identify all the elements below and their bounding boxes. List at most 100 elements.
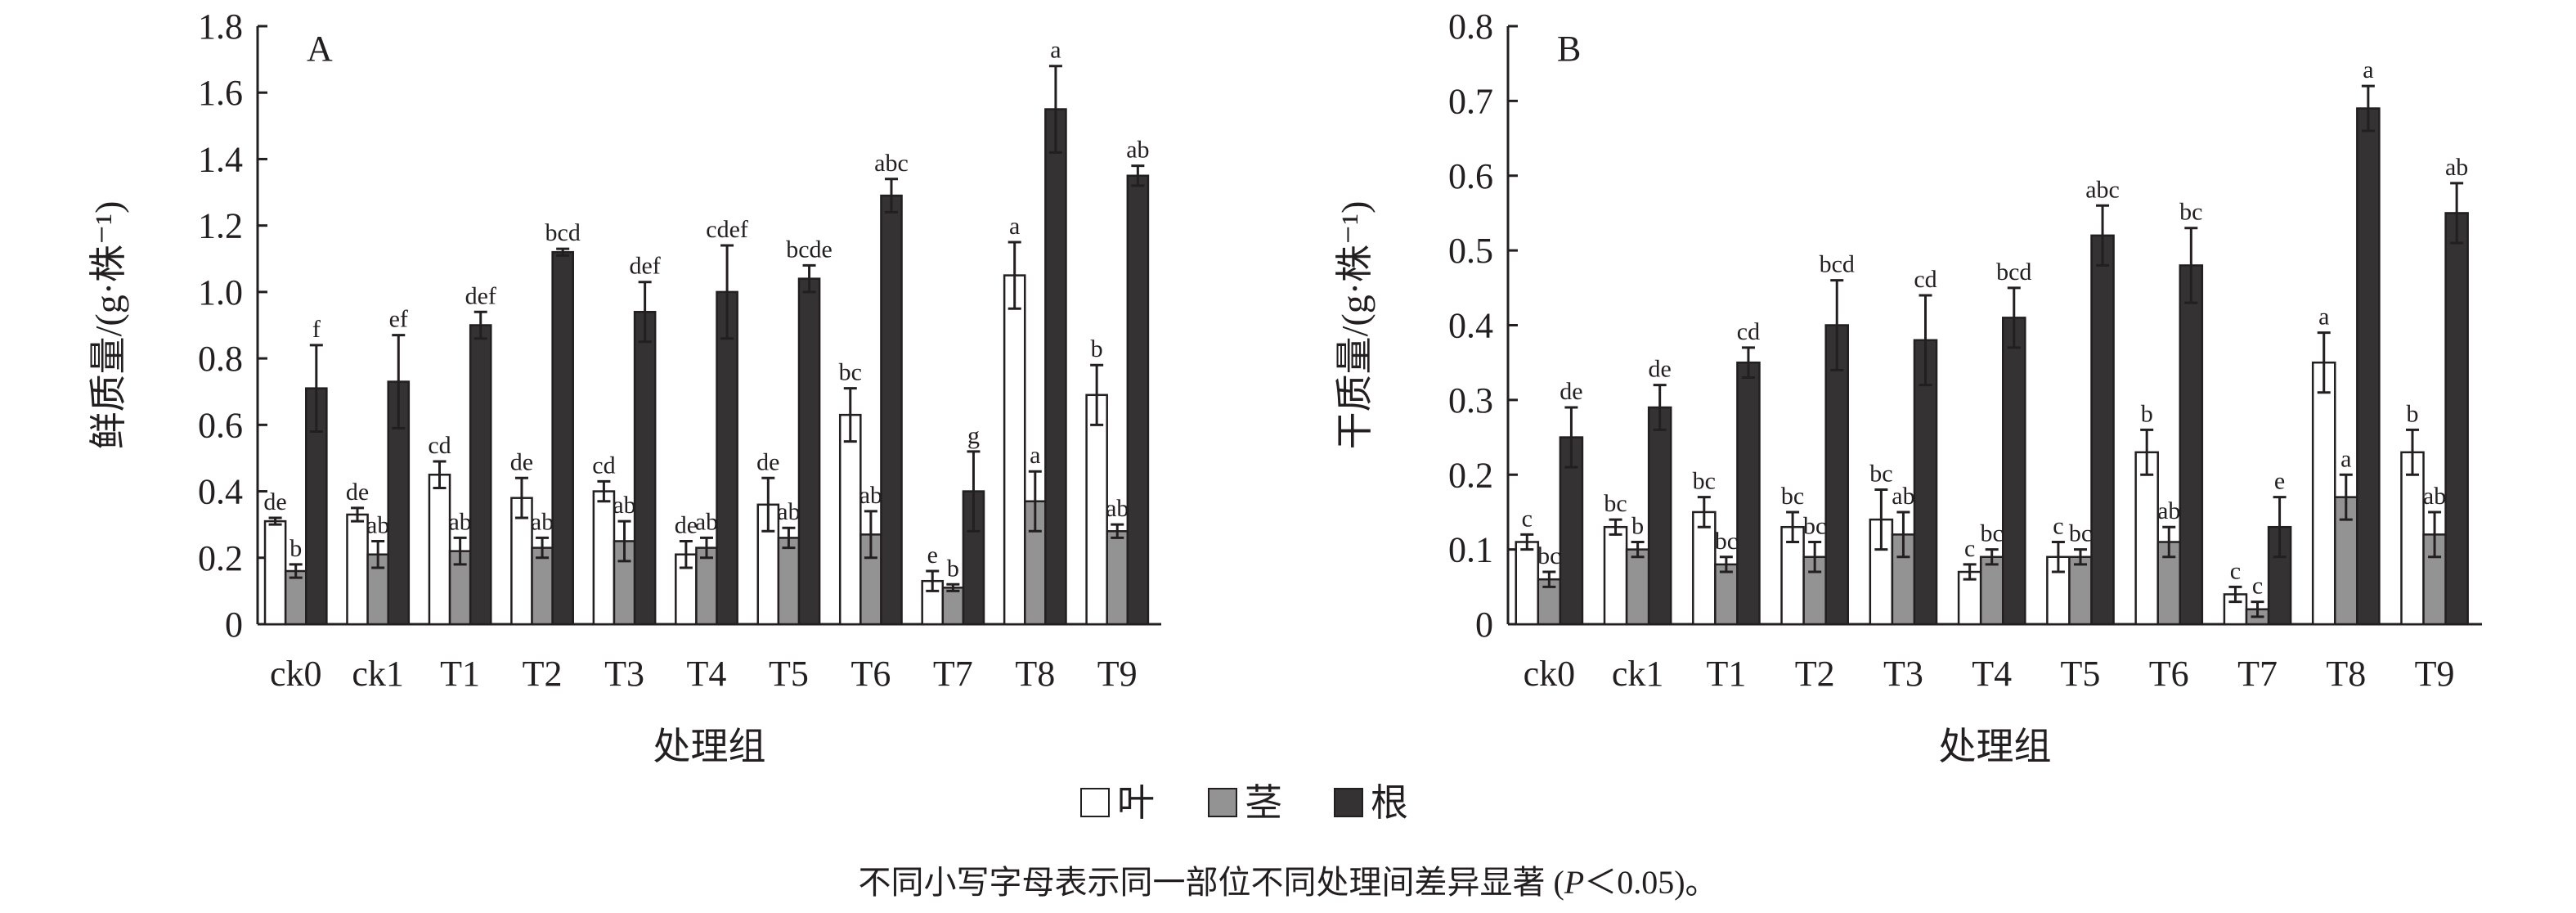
y-tick-label: 0.5 [1448, 231, 1493, 271]
bar-叶 [1692, 510, 1717, 626]
bar-茎 [284, 569, 307, 626]
significance-letter: bc [1715, 528, 1738, 555]
y-tick-label: 0 [1475, 605, 1493, 645]
bar-叶 [428, 474, 451, 626]
significance-letter: b [2407, 400, 2419, 427]
significance-letter: b [2141, 400, 2153, 427]
y-tick-label: 0.1 [1448, 530, 1493, 570]
significance-letter: ab [2423, 483, 2446, 510]
x-tick-label: T1 [1706, 654, 1746, 694]
significance-letter: ab [613, 492, 635, 519]
significance-letter: f [312, 316, 321, 343]
bar-根 [2444, 212, 2469, 626]
significance-letter: ab [859, 482, 882, 509]
x-tick-label: T2 [1795, 654, 1835, 694]
panel-label: A [307, 29, 333, 69]
y-tick-label: 0.4 [198, 472, 243, 512]
chart-b-dry-weight: 0 0.1 0.2 0.3 0.4 0.5 0.6 0.7 0.8 B 干质量/(g·株⁻¹) 处理组… [1334, 7, 2482, 767]
legend-swatch-leaf [1080, 788, 1110, 817]
x-tick-label: T4 [1972, 654, 2012, 694]
significance-letter: c [2053, 512, 2063, 539]
significance-letter: bc [2179, 199, 2202, 226]
x-tick-label: T2 [523, 654, 563, 694]
legend: 叶 茎 根 [1080, 782, 1408, 824]
x-tick-label: T3 [604, 654, 644, 694]
bar-根 [1647, 406, 1672, 626]
y-axis-title: 鲜质量/(g·株⁻¹) [88, 201, 129, 450]
x-tick-label: T4 [687, 654, 727, 694]
significance-letter: ab [1892, 483, 1914, 510]
significance-letter: bc [1693, 468, 1716, 495]
bar-叶 [263, 519, 287, 626]
y-tick-label: 0.6 [1448, 156, 1493, 196]
significance-letter: bc [1537, 542, 1560, 569]
significance-letter: bc [1604, 490, 1627, 517]
bar-叶 [838, 413, 862, 626]
y-tick-label: 1.8 [198, 7, 243, 47]
x-tick-label: T7 [2237, 654, 2278, 694]
x-tick-label: T3 [1883, 654, 1923, 694]
legend-label-leaf: 叶 [1117, 782, 1155, 824]
bar-茎 [941, 587, 965, 626]
chart-a-fresh-weight: 0 0.2 0.4 0.6 0.8 1.0 1.2 1.4 1.6 1.8 A 鲜质量/(g·株⁻¹)… [88, 7, 1161, 767]
y-tick-label: 0.8 [198, 339, 243, 379]
bar-根 [633, 311, 657, 626]
bar-根 [2090, 234, 2115, 626]
y-tick-label: 0.4 [1448, 306, 1493, 346]
bar-叶 [592, 490, 616, 626]
bar-茎 [777, 537, 801, 626]
significance-letter: def [629, 253, 660, 280]
legend-swatch-stem [1208, 788, 1237, 817]
x-tick-label: T5 [2061, 654, 2101, 694]
bar-叶 [1003, 274, 1026, 626]
significance-letter: bc [2069, 520, 2092, 547]
significance-letter: ab [777, 498, 800, 525]
significance-letter: b [289, 535, 302, 562]
bar-根 [551, 250, 574, 626]
bar-叶 [1603, 525, 1628, 626]
x-tick-label: T6 [850, 654, 891, 694]
significance-letter: a [2318, 304, 2329, 331]
y-axis-title: 干质量/(g·株⁻¹) [1334, 201, 1376, 450]
bar-叶 [1515, 541, 1540, 626]
significance-letter: b [1091, 335, 1103, 362]
significance-letter: bc [1869, 461, 1892, 488]
significance-letter: c [2252, 573, 2263, 600]
significance-letter: cdef [706, 216, 748, 243]
significance-letter: b [947, 555, 959, 582]
significance-letter: de [263, 488, 286, 515]
x-tick-label: T8 [1015, 654, 1055, 694]
y-tick-label: 1.0 [198, 272, 243, 313]
legend-swatch-root [1334, 788, 1363, 817]
significance-letter: bc [839, 359, 862, 386]
bar-叶 [2134, 451, 2159, 626]
significance-letter: de [675, 511, 698, 538]
bar-茎 [531, 546, 554, 626]
significance-letter: bc [1981, 520, 2004, 547]
significance-letter: a [1050, 37, 1061, 64]
bar-根 [1736, 361, 1761, 626]
significance-letter: a [1030, 442, 1040, 469]
significance-letter: cd [1737, 318, 1760, 345]
significance-letter: ab [2157, 497, 2180, 524]
legend-label-stem: 茎 [1245, 782, 1282, 824]
significance-letter: bcd [1820, 251, 1855, 278]
significance-letter: ab [366, 511, 389, 538]
x-tick-label: ck1 [1612, 654, 1664, 694]
x-tick-label: ck1 [352, 654, 404, 694]
significance-letter: cd [428, 432, 451, 459]
significance-letter: de [756, 448, 779, 475]
y-tick-label: 0 [225, 605, 243, 645]
bar-根 [716, 290, 738, 626]
significance-letter: b [1631, 512, 1644, 539]
bar-根 [797, 277, 821, 626]
bar-茎 [2068, 555, 2093, 626]
significance-letter: abc [2085, 176, 2120, 203]
significance-letter: cd [592, 452, 615, 479]
bar-根 [469, 324, 492, 626]
bar-叶 [2311, 361, 2336, 626]
footnote-text: 不同小写字母表示同一部位不同处理间差异显著 ( [858, 864, 1564, 901]
y-tick-label: 0.6 [198, 405, 243, 445]
significance-letter: ab [695, 508, 718, 535]
